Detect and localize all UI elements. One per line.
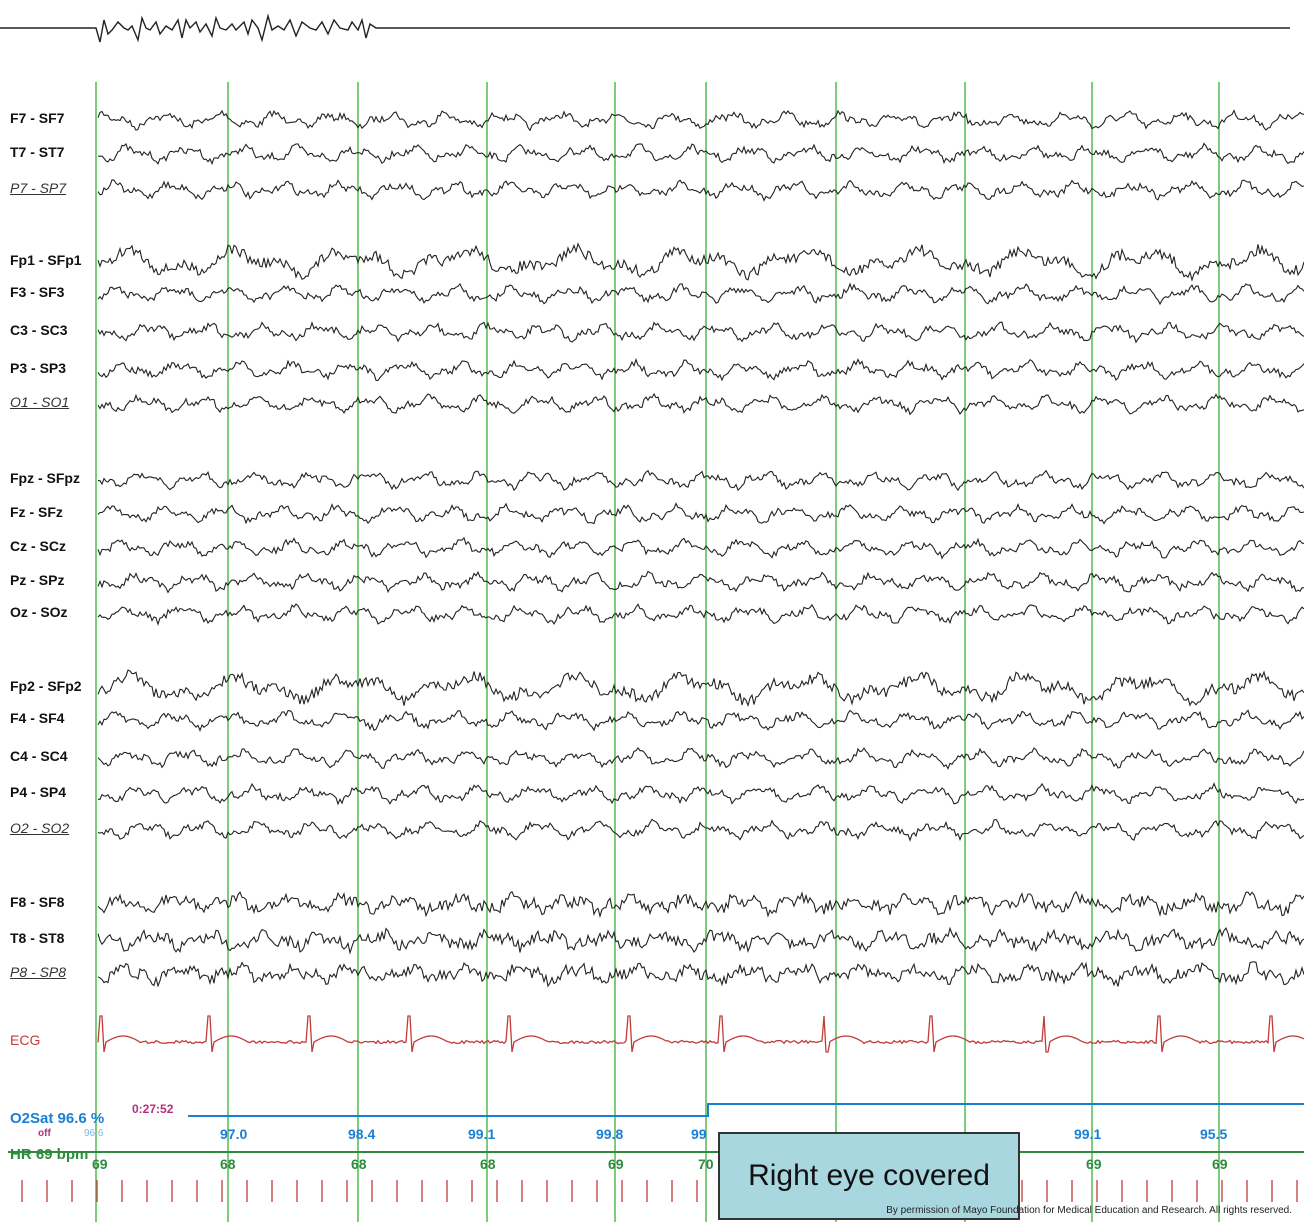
channel-label: P8 - SP8 — [10, 964, 67, 980]
channel-label: P3 - SP3 — [10, 360, 67, 376]
hr-value: 70 — [698, 1156, 714, 1172]
channel-label: Cz - SCz — [10, 538, 66, 554]
eeg-trace — [97, 709, 1304, 733]
o2sat-label: O2Sat 96.6 % — [10, 1110, 105, 1127]
eeg-trace — [98, 782, 1304, 806]
eeg-trace — [97, 142, 1304, 166]
hr-value: 69 — [1212, 1156, 1228, 1172]
eeg-trace — [97, 502, 1304, 525]
eeg-trace — [97, 109, 1304, 132]
clock-readout: 0:27:52 — [132, 1102, 174, 1116]
eeg-trace — [97, 179, 1304, 202]
eeg-trace — [97, 242, 1304, 282]
channel-label: Fp1 - SFp1 — [10, 252, 82, 268]
off-label: off — [38, 1128, 51, 1139]
hr-value: 69 — [608, 1156, 624, 1172]
channel-label: C4 - SC4 — [10, 748, 68, 764]
channel-label: P7 - SP7 — [10, 180, 67, 196]
spo2-value: 97.0 — [220, 1126, 248, 1142]
eeg-trace — [97, 603, 1304, 627]
channel-label: F3 - SF3 — [10, 284, 65, 300]
hr-value: 68 — [351, 1156, 367, 1172]
hr-value: 69 — [1086, 1156, 1102, 1172]
eeg-trace — [97, 392, 1304, 416]
eeg-trace — [97, 469, 1304, 492]
channel-label: Fz - SFz — [10, 504, 63, 520]
eeg-traces — [8, 82, 1304, 1222]
spo2-value: 98.4 — [348, 1126, 376, 1142]
eeg-trace — [97, 357, 1304, 382]
channel-label: T7 - ST7 — [10, 144, 65, 160]
eeg-trace — [97, 570, 1304, 594]
hr-value: 69 — [92, 1156, 108, 1172]
eeg-trace — [97, 961, 1304, 988]
annotation-box: Right eye covered — [718, 1132, 1020, 1220]
channel-label: C3 - SC3 — [10, 322, 68, 338]
channel-label: F4 - SF4 — [10, 710, 65, 726]
credit-text: By permission of Mayo Foundation for Med… — [886, 1205, 1292, 1216]
eeg-trace — [97, 536, 1304, 560]
spo2-value: 95.5 — [1200, 1126, 1228, 1142]
spo2-value: 99 — [691, 1126, 707, 1142]
eeg-waveform-icon — [0, 13, 1290, 43]
hr-value: 68 — [480, 1156, 496, 1172]
channel-label: O1 - SO1 — [10, 394, 70, 410]
channel-label: Oz - SOz — [10, 604, 68, 620]
spo2-value: 99.1 — [468, 1126, 496, 1142]
off-value: 96.6 — [84, 1128, 104, 1139]
eeg-trace — [97, 926, 1304, 955]
hr-value: 68 — [220, 1156, 236, 1172]
ecg-trace — [97, 1015, 1304, 1053]
eeg-trace — [97, 321, 1304, 344]
channel-label: F7 - SF7 — [10, 110, 65, 126]
channel-label: F8 - SF8 — [10, 894, 65, 910]
eeg-recording-panel: F7 - SF7 T7 - ST7 P7 - SP7 Fp1 - SFp1 F3 - S… — [8, 82, 1304, 1222]
eeg-trace — [97, 890, 1304, 919]
hr-label: HR 69 bpm — [10, 1146, 89, 1163]
eeg-trace — [97, 282, 1304, 306]
channel-label: P4 - SP4 — [10, 784, 67, 800]
channel-label: O2 - SO2 — [10, 820, 70, 836]
spo2-line — [188, 1103, 1304, 1117]
spo2-value: 99.1 — [1074, 1126, 1102, 1142]
channel-label: Fpz - SFpz — [10, 470, 80, 486]
channel-label: T8 - ST8 — [10, 930, 65, 946]
spo2-value: 99.8 — [596, 1126, 624, 1142]
eeg-trace — [97, 669, 1304, 708]
eeg-trace — [97, 746, 1304, 770]
channel-label: Fp2 - SFp2 — [10, 678, 82, 694]
channel-label: Pz - SPz — [10, 572, 65, 588]
eeg-trace — [97, 818, 1304, 842]
ecg-label: ECG — [10, 1032, 41, 1048]
